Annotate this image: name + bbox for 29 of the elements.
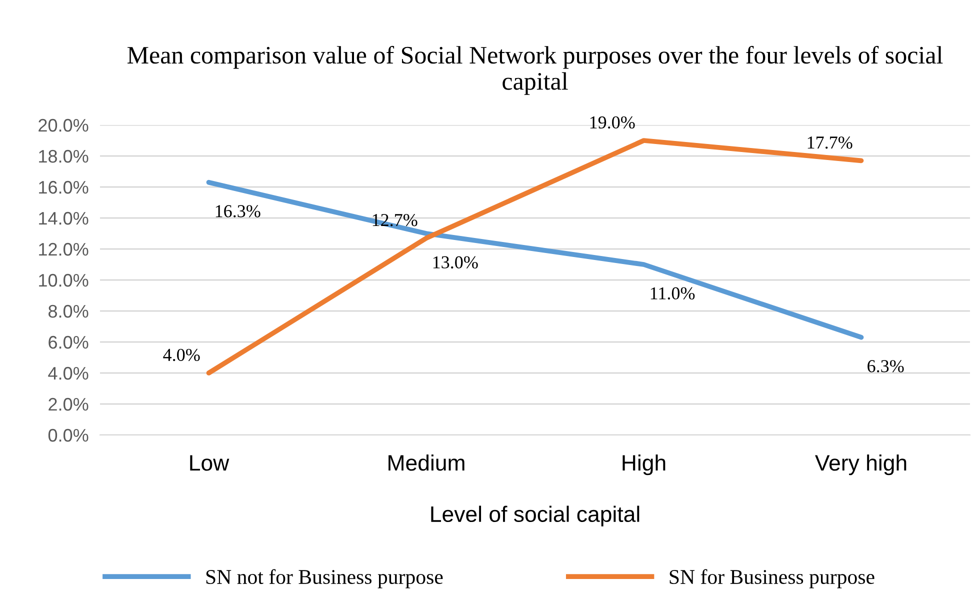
line-series [206, 138, 864, 376]
data-label: 17.7% [808, 136, 852, 149]
y-tick-label: 2.0% [48, 398, 88, 411]
y-tick-label: 18.0% [39, 150, 88, 163]
x-tick-label: Very high [815, 454, 906, 476]
x-tick-label: Medium [388, 454, 464, 471]
data-label: 19.0% [590, 116, 635, 129]
y-tick-label: 8.0% [48, 304, 88, 318]
data-label: 13.0% [433, 256, 478, 269]
y-tick-label: 20.0% [38, 118, 88, 132]
data-label: 4.0% [163, 348, 200, 362]
x-tick-label: Low [190, 455, 230, 471]
line-series [206, 180, 864, 340]
x-tick-label: High [622, 454, 666, 476]
y-tick-label: 14.0% [39, 212, 88, 225]
y-tick-label: 4.0% [48, 366, 88, 380]
data-label: 6.3% [868, 360, 904, 372]
data-label: 11.0% [650, 287, 695, 300]
x-axis-title: Level of social capital [431, 506, 640, 526]
legend-label: SN not for Business purpose [206, 569, 443, 588]
y-tick-label: 6.0% [48, 336, 88, 349]
legend-label: SN for Business purpose [670, 569, 874, 588]
y-tick-label: 10.0% [39, 274, 88, 287]
y-tick-label: 12.0% [39, 242, 88, 256]
y-tick-label: 16.0% [39, 180, 88, 194]
data-label: 16.3% [216, 205, 260, 218]
chart-title: Mean comparison value of Social Network purposes over the four levels of social capital [127, 46, 943, 95]
y-tick-label: 0.0% [48, 428, 88, 442]
data-label: 12.7% [372, 214, 418, 226]
